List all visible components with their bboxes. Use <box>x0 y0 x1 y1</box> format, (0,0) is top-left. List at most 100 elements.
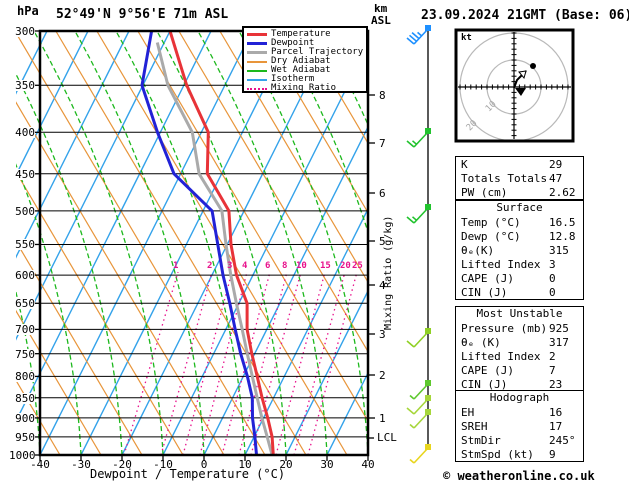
table-row-label: StmDir <box>461 433 501 447</box>
table-row: CIN (J) 0 <box>456 285 583 299</box>
legend-swatch-mixing-ratio <box>247 87 267 90</box>
pressure-tick-label: 900 <box>9 413 35 424</box>
table-row-label: PW (cm) <box>461 185 508 199</box>
curve-temperature <box>168 31 275 455</box>
table-row-value: 17 <box>549 419 563 433</box>
pressure-tick-label: 800 <box>9 371 35 382</box>
mixing-ratio-label: 20 <box>340 261 351 271</box>
pressure-axis-unit: hPa <box>17 4 39 18</box>
pressure-tick-label: 950 <box>9 432 35 443</box>
pressure-gridlines <box>40 84 368 438</box>
legend-item: Isotherm <box>247 75 366 84</box>
km-tick-label: 7 <box>379 137 386 150</box>
pressure-tick-label: 650 <box>9 298 35 309</box>
table-row-value: 16.5 <box>549 215 576 229</box>
mixing-ratio-label: 6 <box>265 261 271 271</box>
temp-tick-label: 20 <box>279 458 293 471</box>
legend-item: Wet Adiabat <box>247 66 366 75</box>
table-row-value: 245° <box>549 433 576 447</box>
table-row-label: Totals Totals <box>461 171 548 185</box>
wind-barb-marker <box>425 395 431 401</box>
table-row-value: 16 <box>549 405 563 419</box>
pressure-tick-label: 850 <box>9 393 35 404</box>
km-tick-label: 3 <box>379 328 386 341</box>
legend-swatch-dewpoint <box>247 42 267 45</box>
temp-tick-label: -30 <box>71 458 91 471</box>
wind-barb-marker <box>425 128 431 134</box>
legend-label: Temperature <box>271 29 331 39</box>
pressure-tick-label: 750 <box>9 349 35 360</box>
wind-barb-marker <box>425 25 431 31</box>
table-surface: Surface Temp (°C) 16.5 Dewp (°C) 12.8 θₑ(K) 31… <box>455 200 584 300</box>
mixing-ratio-label: 8 <box>282 261 288 271</box>
table-row-value: 2.62 <box>549 185 576 199</box>
pressure-tick-label: 350 <box>9 80 35 91</box>
legend-item: Dry Adiabat <box>247 57 366 66</box>
legend-item: Mixing Ratio <box>247 84 366 93</box>
legend-item: Temperature <box>247 30 366 39</box>
legend-item: Dewpoint <box>247 39 366 48</box>
table-row-value: 317 <box>549 335 569 349</box>
km-tick-label: 4 <box>379 279 386 292</box>
table-row-value: 7 <box>549 363 556 377</box>
wind-barb-marker <box>425 444 431 450</box>
temp-tick-label: 10 <box>238 458 252 471</box>
temp-tick-label: 0 <box>200 458 208 471</box>
mixing-ratio-label: 1 <box>173 261 179 271</box>
table-row: Lifted Index 3 <box>456 257 583 271</box>
wind-barb-marker <box>425 409 431 415</box>
table-row: θₑ (K) 317 <box>456 335 583 349</box>
wind-barb-column <box>406 25 431 464</box>
table-row-label: K <box>461 157 468 171</box>
legend-swatch-temperature <box>247 33 267 36</box>
table-row-value: 3 <box>549 257 556 271</box>
mixing-ratio-label: 15 <box>320 261 331 271</box>
plot-border <box>38 29 370 457</box>
table-row: CAPE (J) 7 <box>456 363 583 377</box>
km-tick-label: 5 <box>379 235 386 248</box>
background-lines <box>16 31 368 455</box>
legend-label: Isotherm <box>271 74 315 84</box>
curve-parcel-trajectory <box>155 42 274 455</box>
mixing-ratio-label: 3 <box>227 261 233 271</box>
temp-tick-label: -40 <box>30 458 50 471</box>
table-row-value: 12.8 <box>549 229 576 243</box>
mixing-ratio-label: 2 <box>207 261 213 271</box>
table-row: PW (cm) 2.62 <box>456 185 583 199</box>
table-indices: K 29 Totals Totals 47 PW (cm) 2.62 <box>455 156 584 200</box>
temp-tick-label: 30 <box>320 458 334 471</box>
table-row: CIN (J) 23 <box>456 377 583 391</box>
pressure-tick-label: 700 <box>9 324 35 335</box>
table-row-value: 315 <box>549 243 569 257</box>
table-row-label: Lifted Index <box>461 257 541 271</box>
table-row: CAPE (J) 0 <box>456 271 583 285</box>
table-row: Temp (°C) 16.5 <box>456 215 583 229</box>
table-row-label: CIN (J) <box>461 285 508 299</box>
lcl-label: LCL <box>377 431 397 444</box>
table-row-label: θₑ(K) <box>461 243 495 257</box>
pressure-tick-label: 1000 <box>9 449 36 462</box>
km-tick-label: 2 <box>379 369 386 382</box>
pressure-tick-label: 500 <box>9 206 35 217</box>
table-row: θₑ(K) 315 <box>456 243 583 257</box>
table-row-label: Pressure (mb) <box>461 321 548 335</box>
legend-label: Dewpoint <box>271 38 315 48</box>
table-row: K 29 <box>456 157 583 171</box>
table-row-value: 23 <box>549 377 563 391</box>
table-row-value: 9 <box>549 447 556 461</box>
hodograph-unit-label: kt <box>461 33 472 43</box>
wind-barb-marker <box>425 328 431 334</box>
mixing-ratio-label: 4 <box>242 261 248 271</box>
table-row: EH 16 <box>456 405 583 419</box>
table-row-label: θₑ (K) <box>461 335 501 349</box>
pressure-tick-label: 400 <box>9 127 35 138</box>
legend-swatch-isotherm <box>247 78 267 81</box>
table-row-label: Temp (°C) <box>461 215 521 229</box>
legend-swatch-parcel-trajectory <box>247 51 267 54</box>
temp-tick-label: -20 <box>112 458 132 471</box>
table-title: Hodograph <box>489 391 550 404</box>
x-axis-title: Dewpoint / Temperature (°C) <box>90 467 286 481</box>
